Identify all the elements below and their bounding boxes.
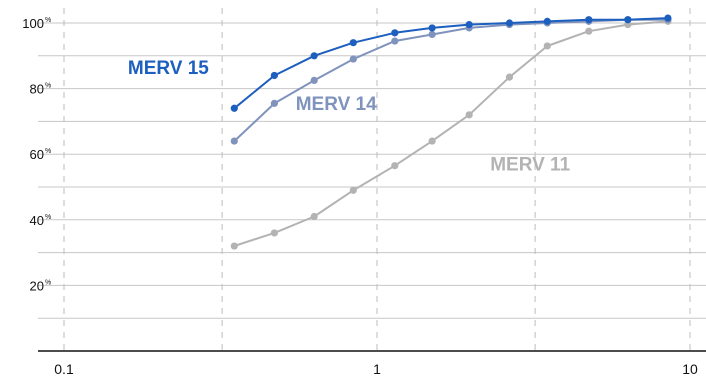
data-point — [391, 29, 399, 37]
series-line — [233, 20, 668, 247]
series-line — [233, 17, 668, 110]
data-point — [505, 19, 514, 27]
data-point — [391, 162, 399, 170]
y-tick-label: 80 — [30, 82, 44, 97]
data-point — [624, 16, 632, 24]
data-point — [349, 55, 357, 63]
data-point — [310, 76, 318, 84]
grid — [38, 8, 706, 351]
x-tick-label: 0.1 — [54, 361, 74, 377]
data-point — [543, 17, 551, 25]
data-point — [585, 27, 593, 35]
series-label: MERV 15 — [128, 58, 209, 79]
y-tick-label: 20 — [30, 278, 44, 293]
y-tick-unit: % — [45, 83, 51, 90]
data-point — [349, 39, 357, 47]
data-point — [664, 14, 672, 22]
series-label: MERV 14 — [296, 94, 377, 115]
x-tick-label: 10 — [682, 361, 698, 377]
data-point — [428, 24, 436, 32]
data-point — [391, 37, 399, 45]
data-point — [270, 229, 278, 237]
data-point — [230, 104, 238, 112]
data-point — [310, 212, 318, 221]
data-point — [585, 16, 593, 24]
series-line — [233, 18, 668, 142]
data-point — [230, 137, 238, 145]
x-tick-label: 1 — [373, 361, 381, 377]
y-tick-label: 60 — [30, 147, 44, 162]
y-tick-label: 100 — [22, 16, 44, 31]
data-point — [428, 30, 436, 39]
data-point — [230, 242, 238, 250]
data-point — [624, 21, 632, 29]
data-point — [465, 111, 473, 119]
data-point — [428, 137, 436, 145]
data-point — [465, 21, 473, 29]
data-point — [543, 42, 551, 50]
y-tick-unit: % — [45, 17, 51, 24]
data-point — [505, 73, 514, 81]
data-point — [270, 99, 278, 107]
series-layer — [230, 14, 672, 250]
data-point — [349, 186, 357, 194]
y-tick-unit: % — [45, 148, 51, 155]
data-point — [310, 52, 318, 60]
data-point — [270, 71, 278, 80]
y-tick-label: 40 — [30, 213, 44, 228]
y-tick-unit: % — [45, 214, 51, 221]
y-tick-unit: % — [45, 279, 51, 286]
series-label: MERV 11 — [490, 155, 570, 176]
